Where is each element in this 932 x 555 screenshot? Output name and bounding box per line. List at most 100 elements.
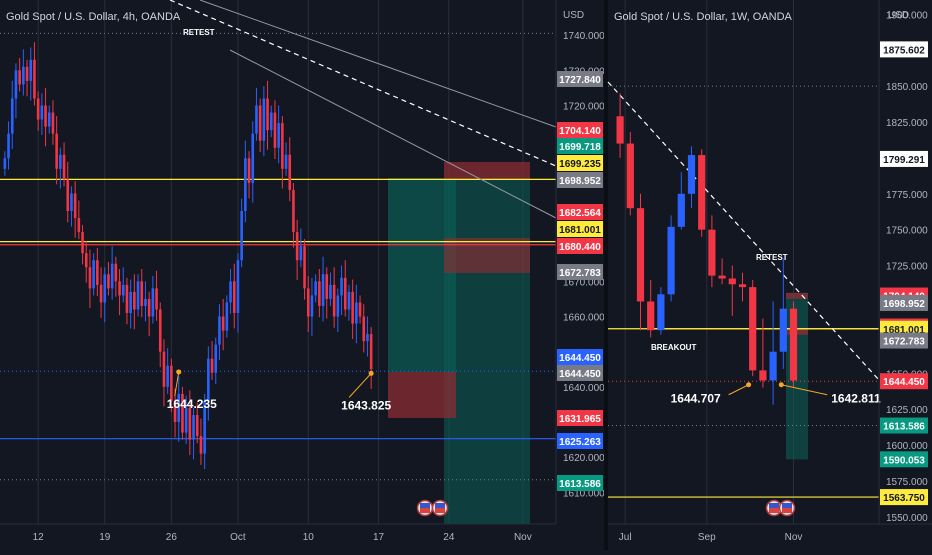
left-candle[interactable]	[247, 158, 251, 183]
left-candle[interactable]	[136, 281, 140, 310]
right-price-tag[interactable]	[880, 373, 928, 390]
left-candle[interactable]	[340, 277, 343, 296]
left-candle[interactable]	[207, 358, 210, 401]
right-price-tag[interactable]	[880, 332, 928, 349]
left-candle[interactable]	[158, 309, 162, 352]
left-candle[interactable]	[351, 291, 354, 324]
left-candle[interactable]	[10, 98, 14, 134]
left-candle[interactable]	[166, 365, 169, 387]
left-candle[interactable]	[170, 365, 173, 401]
right-price-axis[interactable]: 1550.0001575.0001600.0001625.0001650.000…	[886, 10, 928, 523]
right-candle[interactable]	[657, 294, 665, 331]
left-candle[interactable]	[92, 260, 95, 289]
right-chart-panel[interactable]: 1644.707 1642.811 1550.000 1575.000 1600.00…	[607, 0, 932, 543]
right-candle[interactable]	[718, 275, 726, 279]
left-candle[interactable]	[232, 281, 236, 313]
left-candle[interactable]	[7, 133, 10, 159]
left-candle[interactable]	[129, 291, 132, 313]
left-candle[interactable]	[88, 267, 92, 289]
left-candle[interactable]	[36, 98, 40, 120]
left-candle[interactable]	[355, 302, 358, 324]
left-price-tag[interactable]	[557, 71, 603, 87]
right-candle[interactable]	[636, 208, 645, 302]
left-candle[interactable]	[77, 218, 81, 233]
left-candle[interactable]	[336, 295, 340, 317]
left-price-tag[interactable]	[557, 204, 603, 220]
right-candle[interactable]	[616, 116, 624, 144]
left-candle[interactable]	[318, 281, 321, 306]
flag-icon[interactable]	[765, 499, 796, 517]
left-candle[interactable]	[321, 274, 325, 306]
right-candle[interactable]	[677, 193, 685, 227]
left-candle[interactable]	[244, 158, 247, 212]
left-candle[interactable]	[343, 277, 347, 310]
left-candle[interactable]	[22, 66, 25, 85]
left-price-tag[interactable]	[557, 264, 603, 280]
left-candle[interactable]	[218, 316, 221, 345]
left-candle[interactable]	[210, 358, 214, 373]
left-candle[interactable]	[258, 105, 262, 141]
left-candle[interactable]	[255, 105, 258, 134]
left-candle[interactable]	[114, 263, 118, 282]
left-price-tag[interactable]	[557, 365, 603, 381]
right-price-tag[interactable]	[880, 41, 928, 58]
left-trendline-lower[interactable]	[229, 49, 557, 219]
left-candle[interactable]	[151, 288, 155, 317]
left-candle[interactable]	[99, 284, 103, 303]
left-candle[interactable]	[133, 291, 136, 310]
right-candle[interactable]	[759, 370, 767, 381]
left-candle[interactable]	[199, 436, 203, 454]
left-candle[interactable]	[121, 284, 125, 296]
left-candle[interactable]	[221, 316, 225, 331]
left-candle[interactable]	[66, 179, 70, 212]
right-candle[interactable]	[738, 284, 747, 288]
left-candle[interactable]	[266, 98, 269, 131]
left-candle[interactable]	[303, 246, 306, 289]
left-candle[interactable]	[251, 133, 255, 183]
right-price-tag[interactable]	[880, 451, 928, 468]
left-candle[interactable]	[51, 112, 55, 134]
left-candle[interactable]	[144, 298, 147, 306]
left-candle[interactable]	[3, 158, 7, 169]
right-candle[interactable]	[667, 226, 675, 295]
right-candle[interactable]	[789, 308, 798, 381]
left-price-tag[interactable]	[557, 433, 603, 449]
right-price-tag[interactable]	[880, 294, 928, 311]
left-candle[interactable]	[181, 393, 184, 433]
right-candle[interactable]	[769, 351, 777, 381]
left-candle[interactable]	[369, 334, 373, 370]
left-candle[interactable]	[299, 246, 303, 261]
left-candle[interactable]	[29, 59, 33, 81]
left-candle[interactable]	[329, 284, 332, 299]
left-candle[interactable]	[325, 274, 329, 299]
right-candle[interactable]	[749, 287, 757, 371]
left-candle[interactable]	[314, 281, 317, 296]
right-price-tag[interactable]	[880, 150, 928, 167]
left-candle[interactable]	[288, 154, 292, 190]
right-price-tag[interactable]	[880, 489, 928, 506]
left-candle[interactable]	[118, 281, 121, 296]
left-candle[interactable]	[25, 66, 29, 81]
left-candle[interactable]	[96, 260, 99, 285]
left-candle[interactable]	[70, 193, 73, 212]
left-candle[interactable]	[55, 133, 58, 169]
left-candle[interactable]	[162, 351, 166, 387]
left-candle[interactable]	[18, 70, 21, 85]
left-candle[interactable]	[306, 288, 310, 317]
left-candle[interactable]	[147, 298, 151, 317]
left-candle[interactable]	[40, 105, 44, 120]
right-candle[interactable]	[647, 301, 655, 331]
left-candle[interactable]	[155, 288, 158, 310]
left-candle[interactable]	[214, 344, 218, 373]
left-trendline-upper[interactable]	[199, 0, 557, 128]
left-price-tag[interactable]	[557, 155, 603, 171]
left-candle[interactable]	[177, 393, 181, 423]
left-price-tag[interactable]	[557, 122, 603, 138]
right-price-tag[interactable]	[880, 417, 928, 434]
left-candle[interactable]	[332, 284, 336, 317]
left-candle[interactable]	[84, 253, 88, 268]
right-candle[interactable]	[687, 155, 696, 194]
left-price-tag[interactable]	[557, 410, 603, 426]
left-candle[interactable]	[188, 407, 192, 440]
left-price-tag[interactable]	[557, 221, 603, 237]
